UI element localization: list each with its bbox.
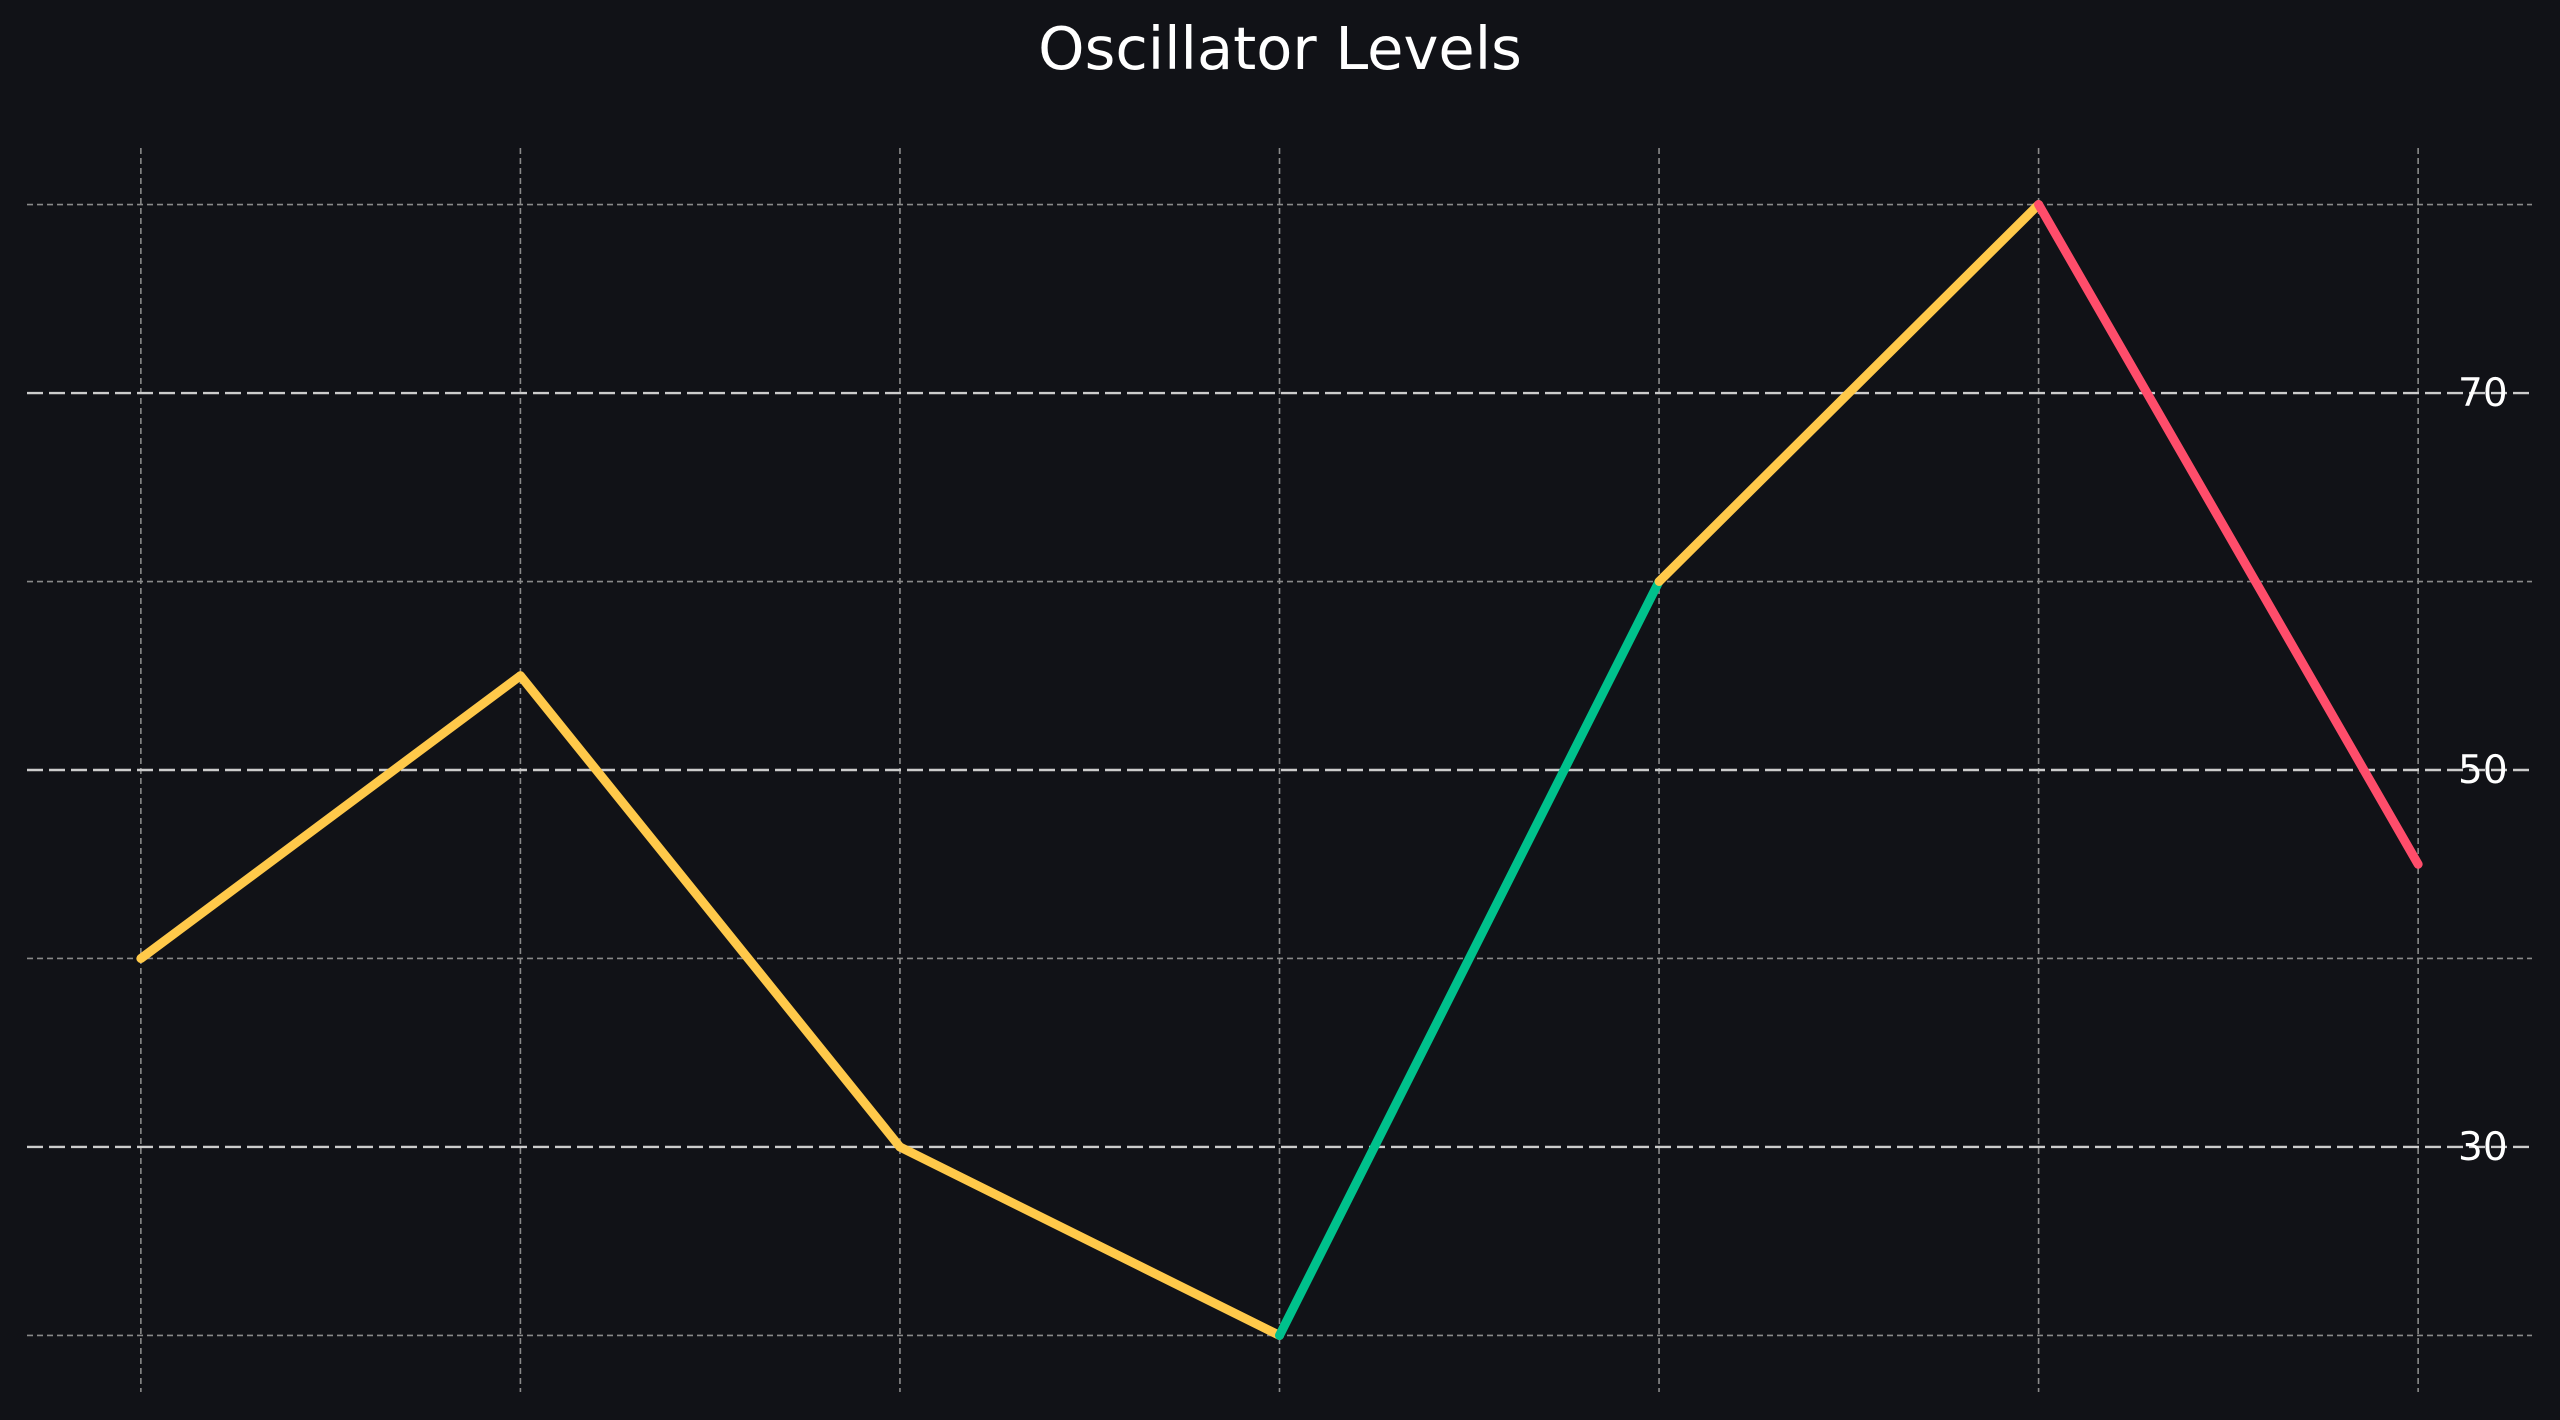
y-tick-label: 70 xyxy=(2458,371,2508,416)
line-layer xyxy=(136,200,2423,1340)
y-tick-label: 50 xyxy=(2458,748,2508,793)
series-line-segment xyxy=(1654,200,2044,587)
chart-title: Oscillator Levels xyxy=(1038,14,1522,83)
y-tick-label: 30 xyxy=(2458,1125,2508,1170)
series-line-segment xyxy=(1275,577,1664,1340)
series-line-segment xyxy=(136,671,525,963)
tick-layer: 30 50 70 xyxy=(2458,371,2508,1170)
series-line-segment xyxy=(515,671,905,1152)
series-line-segment xyxy=(895,1142,1284,1340)
grid-layer xyxy=(27,148,2532,1392)
series-line-segment xyxy=(2034,200,2423,869)
